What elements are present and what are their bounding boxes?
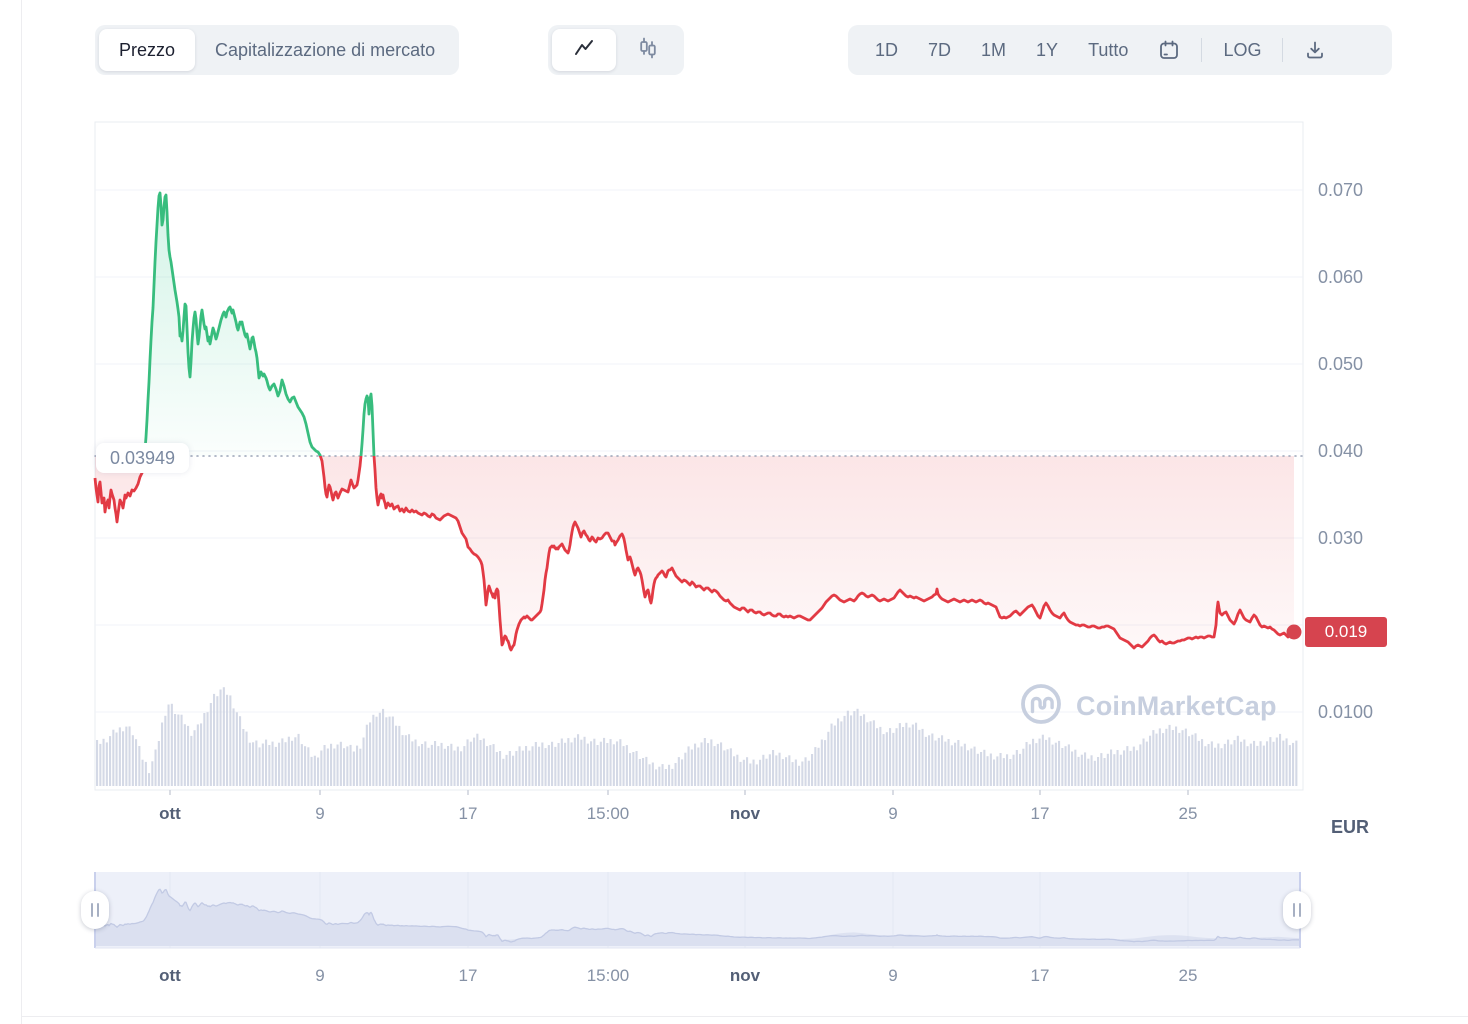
navigator-right-handle[interactable] (1283, 891, 1311, 929)
navigator-left-handle[interactable] (81, 891, 109, 929)
line-chart-icon (573, 38, 595, 63)
x-tick-label: 9 (315, 804, 325, 823)
y-tick-label: 0.070 (1318, 179, 1364, 200)
chart-type-toggle (548, 25, 684, 75)
navigator-price-area (95, 889, 1300, 946)
metric-tab-market-cap[interactable]: Capitalizzazione di mercato (215, 39, 436, 60)
y-tick-label: 0.0100 (1318, 701, 1374, 722)
x-tick-label: 15:00 (586, 966, 630, 985)
left-panel-divider (21, 0, 22, 1024)
calendar-icon (1158, 39, 1180, 61)
x-tick-label: 9 (888, 804, 898, 823)
x-tick-label: 9 (888, 966, 898, 985)
price-line-up (143, 191, 376, 456)
last-price-dot (1286, 624, 1302, 640)
x-tick-label: 17 (1030, 966, 1050, 985)
range-button-tutto[interactable]: Tutto (1088, 39, 1129, 60)
metric-toggle: Prezzo Capitalizzazione di mercato (95, 25, 460, 75)
candlestick-chart-type-button[interactable] (616, 29, 680, 71)
x-tick-label: ott (159, 966, 181, 985)
y-tick-label: 0.060 (1318, 266, 1364, 287)
download-button[interactable] (1289, 39, 1341, 61)
range-buttons: 1D 7D 1M 1Y Tutto (860, 40, 1143, 61)
bottom-panel-divider (21, 1016, 1468, 1017)
calendar-button[interactable] (1143, 39, 1195, 61)
y-tick-label: 0.050 (1318, 353, 1364, 374)
open-price-reference-label: 0.03949 (96, 443, 190, 473)
x-tick-label: 25 (1178, 966, 1198, 985)
range-button-7d[interactable]: 7D (928, 39, 952, 60)
price-line-down (93, 456, 1295, 652)
volume-bars (96, 687, 1298, 787)
x-tick-label: 25 (1178, 804, 1198, 823)
range-button-1d[interactable]: 1D (875, 39, 899, 60)
candlestick-icon (638, 37, 658, 64)
log-scale-button[interactable]: LOG (1223, 39, 1262, 60)
x-tick-label: nov (729, 804, 761, 823)
x-tick-label: ott (159, 804, 181, 823)
line-chart-type-button[interactable] (552, 29, 616, 71)
navigator-price-line (94, 888, 1300, 943)
y-tick-label: 0.040 (1318, 440, 1364, 461)
currency-label: EUR (1330, 817, 1369, 837)
x-tick-label: 17 (1030, 804, 1050, 823)
x-tick-label: nov (729, 966, 761, 985)
metric-tab-price[interactable]: Prezzo (99, 29, 196, 71)
x-tick-label: 15:00 (586, 804, 630, 823)
area-fill-up (95, 193, 1294, 456)
range-toolbar: 1D 7D 1M 1Y Tutto LOG (848, 25, 1392, 75)
area-fill-down (95, 456, 1294, 650)
x-tick-label: 9 (315, 966, 325, 985)
range-button-1y[interactable]: 1Y (1036, 39, 1059, 60)
y-tick-label: 0.030 (1318, 527, 1364, 548)
download-icon (1304, 39, 1326, 61)
range-button-1m[interactable]: 1M (981, 39, 1007, 60)
toolbar-divider (1282, 38, 1284, 62)
x-tick-label: 17 (458, 966, 478, 985)
toolbar-divider (1201, 38, 1203, 62)
x-tick-label: 17 (458, 804, 478, 823)
last-price-badge: 0.019 (1305, 617, 1387, 647)
